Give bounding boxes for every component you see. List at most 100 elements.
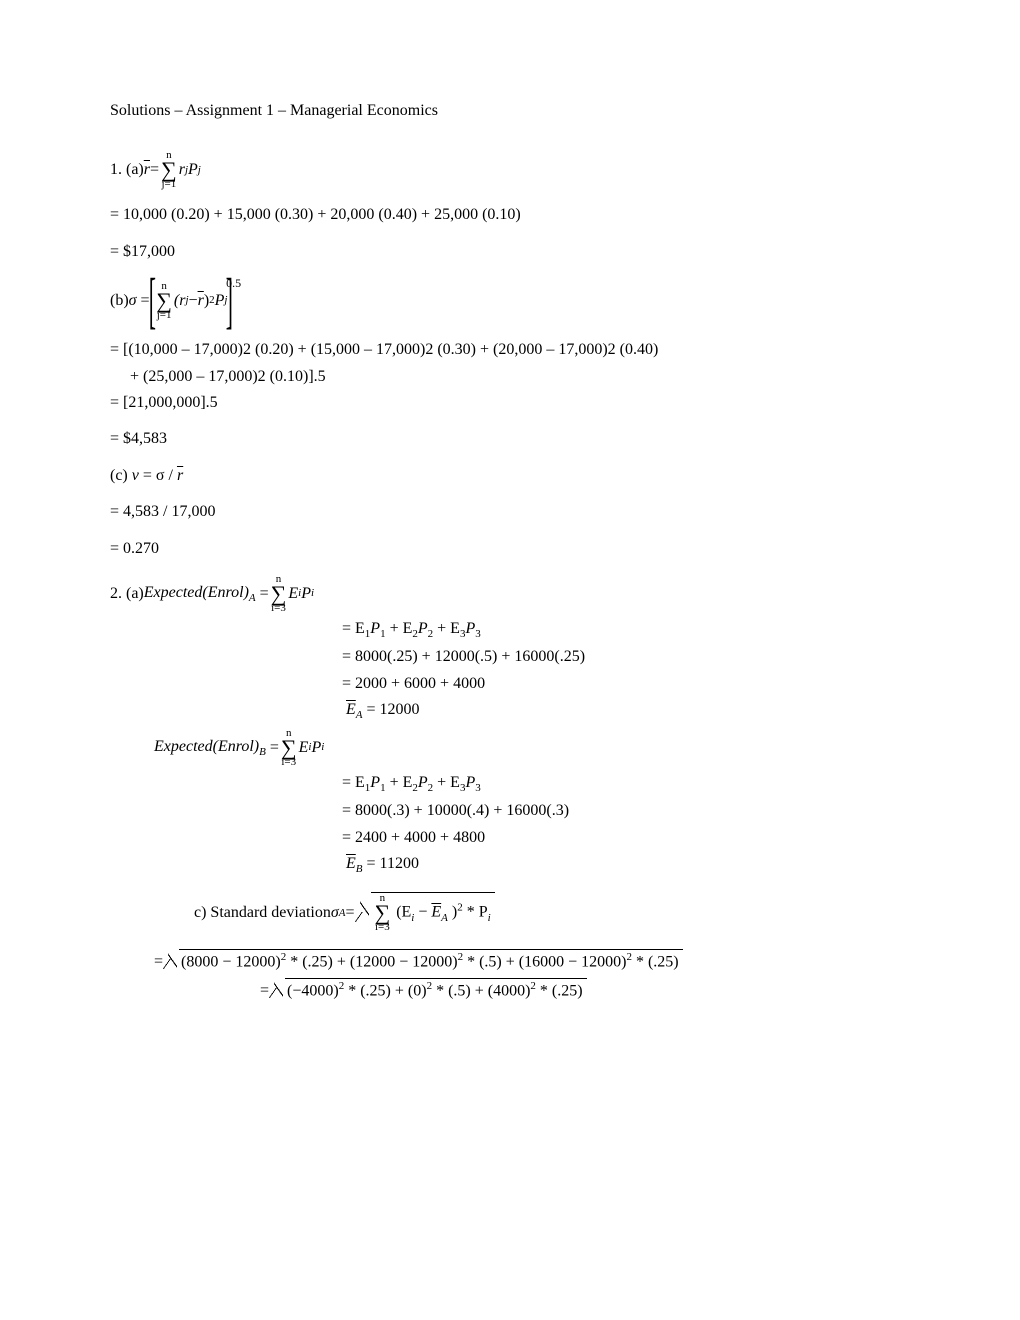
- sum-q2b: n ∑ i=3: [281, 728, 297, 768]
- bl1a: = E: [342, 774, 365, 791]
- q1-c-eq: = σ /: [143, 467, 177, 484]
- q2-a-line3: = 2000 + 6000 + 4000: [342, 673, 910, 695]
- bps3: 3: [475, 782, 481, 794]
- sqrt-2: (8000 − 12000)2 * (.25) + (12000 − 12000…: [163, 949, 683, 976]
- q1-b-label: (b): [110, 290, 129, 312]
- Ei: E: [288, 583, 298, 605]
- sd-i: i: [411, 912, 414, 924]
- sd2a: (8000 − 12000): [181, 953, 281, 970]
- Ebar-A-val: = 12000: [363, 701, 420, 718]
- eq6: =: [154, 951, 163, 973]
- Pi-sub: i: [311, 586, 314, 601]
- sd3b: * (.25) + (0): [348, 982, 426, 999]
- ps3: 3: [475, 628, 481, 640]
- sum-b: n ∑ j=1: [156, 281, 172, 321]
- q2-a-line1: = E1P1 + E2P2 + E3P3: [342, 618, 910, 643]
- bl1c: + E: [437, 774, 460, 791]
- sd2d: * (.25): [636, 953, 679, 970]
- exp05: 0.5: [226, 275, 241, 292]
- l1p: P: [370, 620, 380, 637]
- eq3: =: [256, 583, 269, 605]
- sd-mid: −: [418, 903, 431, 920]
- sb-bot: i=3: [281, 757, 297, 768]
- eq4: =: [266, 737, 279, 759]
- ps1: 1: [380, 628, 386, 640]
- sd-star: * P: [467, 903, 488, 920]
- sd2as: 2: [281, 951, 287, 963]
- q2-a-label: 2. (a): [110, 583, 144, 605]
- sd-bot: i=3: [375, 922, 391, 933]
- sum-bot: j=1: [161, 179, 177, 190]
- q1-a-step1: = 10,000 (0.20) + 15,000 (0.30) + 20,000…: [110, 204, 910, 226]
- bl1p3: P: [465, 774, 475, 791]
- exp-enrol-A: Expected(Enrol)A: [144, 582, 256, 607]
- l1a: = E: [342, 620, 365, 637]
- bps2: 2: [428, 782, 434, 794]
- eq: =: [150, 159, 159, 181]
- nu: ν: [132, 467, 139, 484]
- q2-c-line2: = (8000 − 12000)2 * (.25) + (12000 − 120…: [110, 949, 910, 976]
- q1-a-label: 1. (a): [110, 159, 144, 181]
- Ebar-B-sub: B: [356, 863, 363, 875]
- q1-b-step1: = [(10,000 – 17,000)2 (0.20) + (15,000 –…: [110, 339, 910, 414]
- sd2c: * (.5) + (16000 − 12000): [467, 953, 626, 970]
- Pi-sub-b: i: [321, 740, 324, 755]
- q2-a-line2: = 8000(.25) + 12000(.5) + 16000(.25): [342, 646, 910, 668]
- sd-Ebar: E: [431, 903, 441, 920]
- Ebar-B-val: = 11200: [363, 855, 419, 872]
- Pj-sub: j: [198, 163, 201, 178]
- q1-b-line3: = [21,000,000].5: [110, 392, 910, 414]
- page-title: Solutions – Assignment 1 – Managerial Ec…: [110, 100, 910, 122]
- sigmaA: σ: [331, 902, 339, 924]
- bps1: 1: [380, 782, 386, 794]
- sqrt-3: (−4000)2 * (.25) + (0)2 * (.5) + (4000)2…: [269, 978, 587, 1005]
- sd3bs: 2: [427, 980, 433, 992]
- q2-c: c) Standard deviation σA = n ∑ i=3 (Ei −…: [110, 892, 910, 935]
- q2-b-line1: = E1P1 + E2P2 + E3P3: [342, 772, 910, 797]
- Ebar-A: E: [346, 701, 356, 718]
- exp-enrol-text-b: Expected(Enrol): [154, 738, 259, 755]
- sum-sd: n ∑ i=3: [375, 893, 391, 933]
- q2-a-steps: = E1P1 + E2P2 + E3P3 = 8000(.25) + 12000…: [110, 618, 910, 724]
- q1-b-line2: + (25,000 – 17,000)2 (0.10)].5: [110, 366, 910, 388]
- b-in2: −: [189, 290, 198, 312]
- q1-a-result: = $17,000: [110, 241, 910, 263]
- ps2: 2: [428, 628, 434, 640]
- sub-b: B: [259, 746, 266, 758]
- sd3a: (−4000): [287, 982, 339, 999]
- sd3cs: 2: [530, 980, 536, 992]
- q2-b-line2: = 8000(.3) + 10000(.4) + 16000(.3): [342, 800, 910, 822]
- q2-a-line4: EA = 12000: [342, 699, 910, 724]
- sigma: σ: [129, 290, 137, 312]
- Ei-b: E: [299, 737, 309, 759]
- sd2cs: 2: [626, 951, 632, 963]
- Ebar-A-sub: A: [356, 709, 363, 721]
- q1-c-step: = 4,583 / 17,000: [110, 501, 910, 523]
- bl1b: + E: [390, 774, 413, 791]
- q1-a: 1. (a) r = n ∑ j=1 rjPj: [110, 150, 910, 190]
- rbar2: r: [177, 467, 183, 484]
- s-bot: i=3: [271, 603, 287, 614]
- Pi-b: P: [311, 737, 321, 759]
- b-in1: (r: [174, 290, 186, 312]
- b-in5: P: [215, 290, 225, 312]
- q2-c-label: c) Standard deviation: [194, 902, 331, 924]
- q2-b-line4: EB = 11200: [342, 853, 910, 878]
- sd-Ebar-sub: A: [441, 912, 448, 924]
- q1-c-result: = 0.270: [110, 538, 910, 560]
- sd-sq: 2: [457, 901, 463, 913]
- eq2: =: [137, 290, 150, 312]
- sd3as: 2: [339, 980, 345, 992]
- sd3d: * (.25): [540, 982, 583, 999]
- q1-b: (b) σ = [ n ∑ j=1 (rj − r )2 Pj ] 0.5: [110, 277, 910, 325]
- exp-enrol-B: Expected(Enrol)B: [154, 736, 266, 761]
- sd-pi: i: [488, 912, 491, 924]
- l1c: + E: [437, 620, 460, 637]
- sum-b-bot: j=1: [156, 310, 172, 321]
- sigmaA-sub: A: [339, 906, 346, 921]
- sd2b: * (.25) + (12000 − 12000): [290, 953, 457, 970]
- q2-c-line3: = (−4000)2 * (.25) + (0)2 * (.5) + (4000…: [110, 978, 910, 1005]
- q2-a: 2. (a) Expected(Enrol)A = n ∑ i=3 EiPi =…: [110, 574, 910, 878]
- sd3c: * (.5) + (4000): [436, 982, 530, 999]
- sd-open: (E: [396, 903, 411, 920]
